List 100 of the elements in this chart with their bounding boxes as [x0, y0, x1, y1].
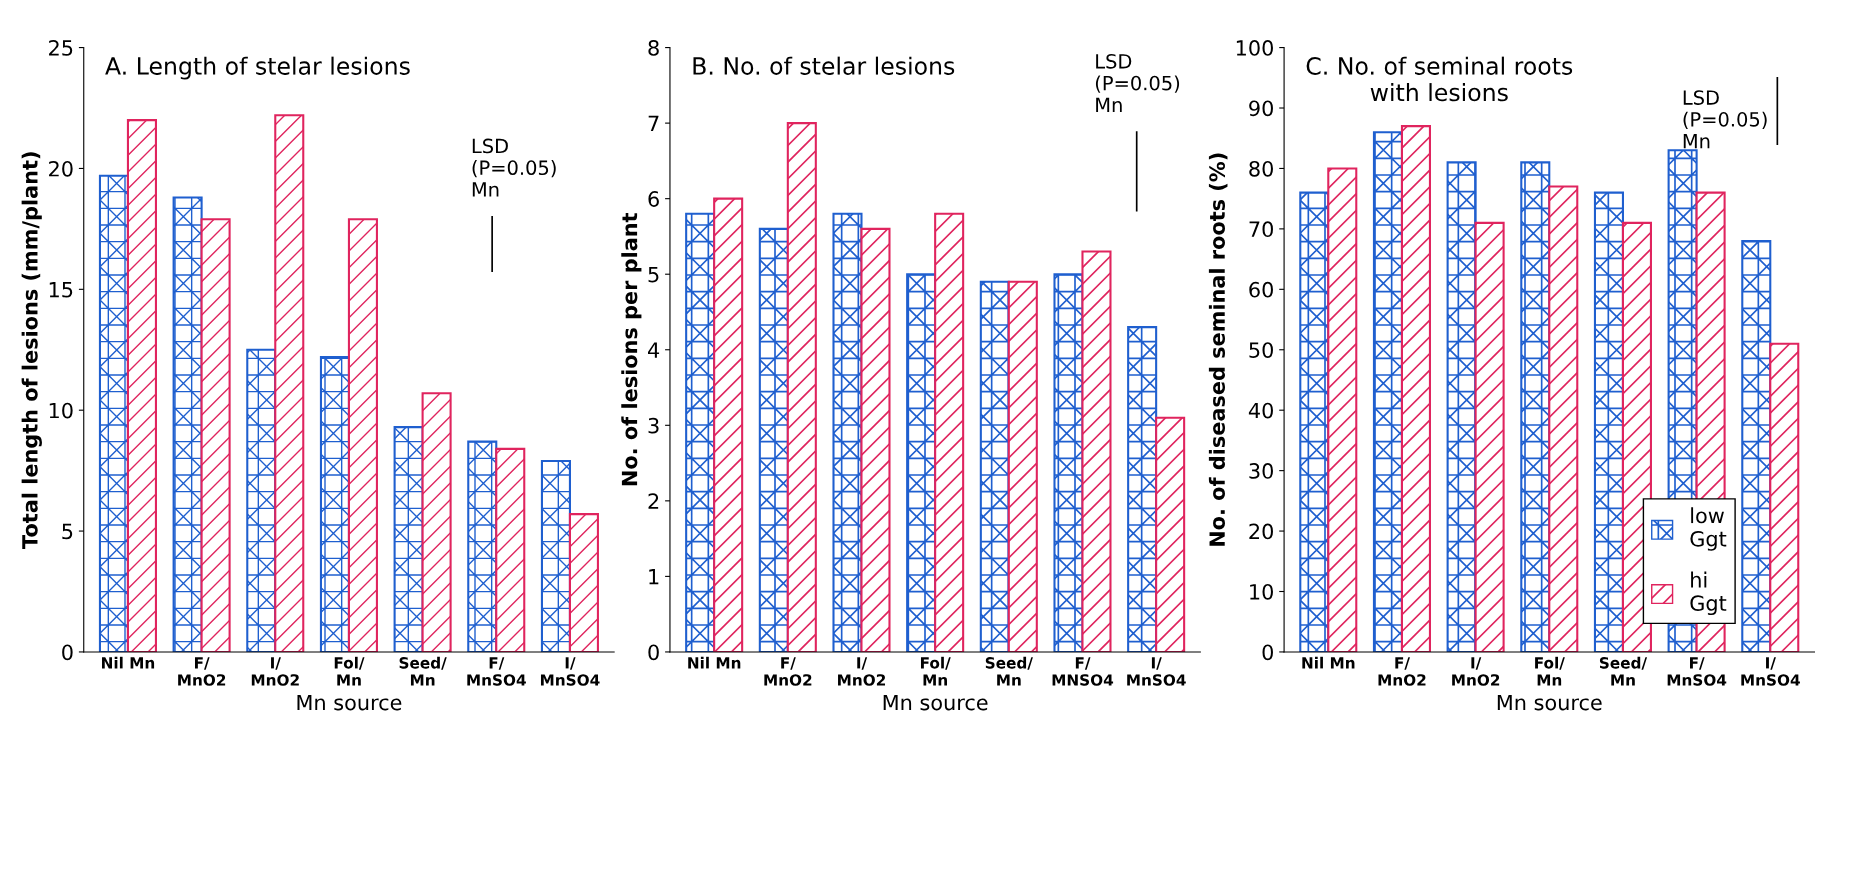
bar [1593, 191, 1624, 652]
x-axis-title: Mn source [883, 694, 988, 711]
y-tick-label: 6 [648, 191, 659, 207]
x-tick-label: I/ MnO2 [1452, 657, 1500, 686]
annotation: LSD (P=0.05) Mn [1095, 53, 1180, 112]
bar [200, 218, 231, 652]
y-axis-title: No. of diseased seminal roots (%) [1208, 153, 1228, 546]
y-tick-label: 5 [648, 266, 659, 283]
x-axis-title: Mn source [297, 694, 402, 711]
bar [347, 218, 378, 652]
y-tick-label: 15 [49, 282, 73, 298]
bar [1299, 191, 1330, 652]
bar [906, 273, 937, 652]
x-tick-label: I/ MnSO4 [1741, 657, 1800, 686]
bar [495, 447, 526, 652]
y-tick-label: 90 [1249, 100, 1273, 117]
y-tick-label: 30 [1249, 463, 1273, 479]
bar [246, 348, 277, 652]
y-tick-label: 8 [648, 40, 659, 56]
x-tick-label: Nil Mn [688, 656, 741, 669]
x-tick-label: Fol/ Mn [1535, 656, 1565, 686]
y-tick-label: 4 [648, 342, 660, 358]
bar [1621, 221, 1652, 652]
y-tick-label: 25 [49, 40, 73, 56]
bar [1127, 326, 1158, 652]
x-tick-label: F/ MnO2 [1378, 657, 1426, 686]
x-tick-label: Seed/ Mn [985, 656, 1033, 686]
bar [172, 196, 203, 652]
x-tick-label: Fol/ Mn [334, 656, 365, 686]
bar [713, 197, 744, 652]
x-tick-label: F/ MnSO4 [1667, 657, 1727, 686]
x-tick-label: F/ MNSO4 [1052, 657, 1114, 686]
bar [319, 355, 350, 652]
y-tick-label: 0 [1262, 644, 1273, 661]
y-tick-label: 0 [62, 644, 73, 661]
bar [1155, 416, 1186, 652]
bar [1053, 273, 1084, 652]
bar [467, 440, 498, 652]
y-tick-label: 80 [1249, 160, 1273, 177]
legend-label: low Ggt [1690, 507, 1727, 551]
bar [126, 119, 157, 652]
bar [860, 227, 891, 652]
bar [979, 280, 1010, 652]
bar [1474, 221, 1505, 652]
x-tick-label: I/ MnO2 [251, 657, 299, 686]
y-axis-title: No. of lesions per plant [621, 212, 642, 486]
y-tick-label: 20 [49, 160, 73, 177]
y-tick-label: 60 [1249, 281, 1273, 298]
bar [685, 212, 716, 652]
y-tick-label: 10 [49, 402, 73, 419]
x-tick-label: Nil Mn [102, 656, 155, 669]
bar [540, 459, 571, 652]
bar [934, 212, 965, 652]
x-tick-label: Seed/ Mn [399, 656, 447, 686]
bar [832, 212, 863, 652]
bar [1741, 239, 1772, 652]
chart-title: A. Length of stelar lesions [105, 56, 410, 80]
x-tick-label: Fol/ Mn [920, 656, 951, 686]
legend-label: hi Ggt [1690, 571, 1727, 616]
x-tick-label: F/ MnO2 [764, 657, 812, 686]
bar [1081, 250, 1112, 652]
x-tick-label: I/ MnSO4 [1127, 657, 1186, 686]
y-tick-label: 100 [1236, 40, 1273, 56]
x-tick-label: F/ MnO2 [178, 657, 226, 686]
annotation: LSD (P=0.05) Mn [1683, 90, 1767, 149]
bar [421, 392, 452, 652]
bar [1372, 131, 1403, 652]
bar [1520, 161, 1551, 652]
bar [393, 426, 424, 652]
bar [1400, 125, 1431, 652]
bar [1446, 161, 1477, 652]
y-tick-label: 5 [62, 523, 73, 540]
x-axis-title: Mn source [1497, 694, 1602, 711]
x-tick-label: Nil Mn [1302, 656, 1355, 669]
text: C. No. of seminal roots with lesions [1306, 56, 1573, 102]
y-tick-label: 70 [1249, 221, 1273, 238]
bar [1769, 342, 1800, 652]
chart-title: B. No. of stelar lesions [693, 56, 955, 75]
y-tick-label: 20 [1249, 523, 1273, 540]
x-tick-label: I/ MnO2 [838, 657, 886, 686]
bar [98, 174, 129, 652]
bar [1548, 185, 1579, 652]
y-axis-title: Total length of lesions (mm/plant) [21, 152, 42, 549]
y-tick-label: 40 [1248, 402, 1273, 419]
y-tick-label: 10 [1250, 583, 1273, 600]
bar [1007, 280, 1038, 652]
annotation: LSD (P=0.05) Mn [472, 138, 556, 197]
bar [274, 114, 305, 652]
x-tick-label: F/ MnSO4 [467, 657, 526, 686]
y-tick-label: 7 [648, 115, 659, 132]
y-tick-label: 0 [648, 644, 659, 661]
bar [758, 227, 789, 652]
x-tick-label: I/ MnSO4 [540, 657, 600, 686]
y-tick-label: 3 [648, 417, 659, 434]
y-tick-label: 1 [649, 569, 659, 585]
y-tick-label: 50 [1249, 342, 1273, 358]
bar [786, 122, 817, 652]
x-tick-label: Seed/ Mn [1599, 656, 1648, 686]
bar [1327, 167, 1358, 652]
bar [568, 513, 599, 652]
